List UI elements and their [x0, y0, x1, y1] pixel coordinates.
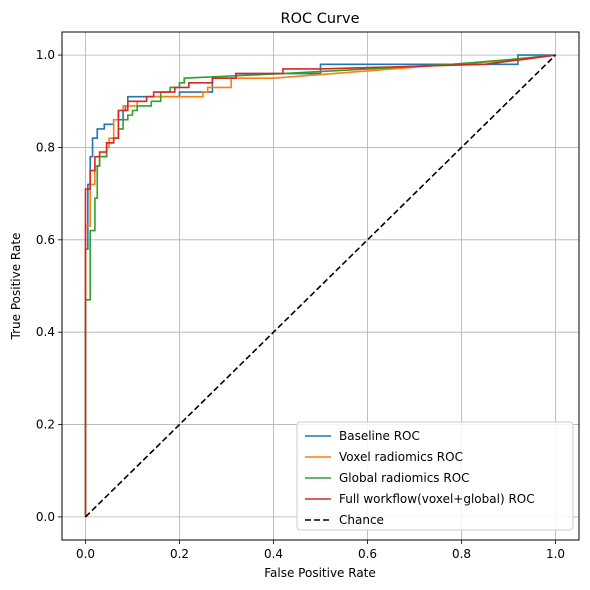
legend-label-3: Global radiomics ROC [339, 471, 470, 485]
series-layer [84, 54, 557, 518]
plot-frame [61, 31, 580, 541]
x-tick-label: 0.2 [170, 547, 189, 561]
ticks: 0.0 0.2 0.4 0.6 0.8 1.0 0.0 0.2 0.4 0.6 0.8 1.0 [36, 48, 565, 561]
y-tick-label: 0.4 [36, 325, 55, 339]
y-tick-label: 1.0 [36, 48, 55, 62]
y-tick-label: 0.6 [36, 233, 55, 247]
x-tick-label: 0.6 [358, 547, 377, 561]
y-tick-label: 0.0 [36, 510, 55, 524]
series-line-5 [84, 54, 557, 518]
chart-title: ROC Curve [281, 11, 360, 27]
grid [62, 32, 579, 540]
x-tick-label: 1.0 [546, 547, 565, 561]
x-axis-label: False Positive Rate [264, 566, 376, 580]
y-tick-label: 0.2 [36, 418, 55, 432]
y-axis-label: True Positive Rate [9, 233, 23, 341]
series-line-3 [84, 54, 556, 517]
x-tick-label: 0.8 [452, 547, 471, 561]
x-tick-label: 0.4 [264, 547, 283, 561]
legend-label-1: Baseline ROC [339, 429, 420, 443]
legend-label-4: Full workflow(voxel+global) ROC [339, 492, 535, 506]
legend-box [296, 421, 574, 531]
legend: Baseline ROC Voxel radiomics ROC Global ra… [296, 421, 574, 531]
y-tick-label: 0.8 [36, 140, 55, 154]
legend-label-2: Voxel radiomics ROC [339, 450, 463, 464]
series-line-4 [84, 54, 556, 517]
x-tick-label: 0.0 [76, 547, 95, 561]
legend-label-5: Chance [339, 513, 384, 527]
